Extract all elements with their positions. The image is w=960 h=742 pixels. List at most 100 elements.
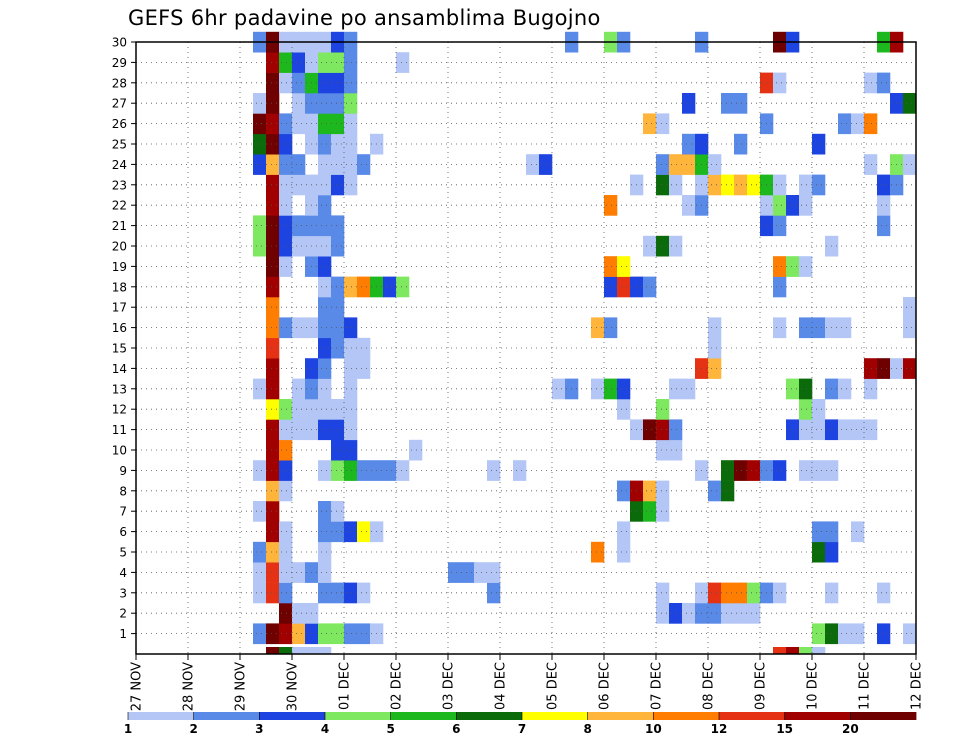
heatmap-cell (604, 195, 618, 216)
heatmap-cell (812, 623, 826, 645)
heatmap-cell (773, 174, 787, 196)
heatmap-cell (266, 541, 280, 563)
heatmap-cell (786, 195, 800, 216)
heatmap-cell (656, 419, 670, 441)
heatmap-cell (487, 562, 501, 583)
heatmap-cell (266, 358, 280, 379)
heatmap-cell (253, 154, 267, 175)
heatmap-cell (279, 215, 293, 237)
heatmap-cell (292, 72, 306, 94)
x-tick-label: 27 NOV (130, 662, 145, 711)
heatmap-cell (344, 378, 358, 400)
colorbar-segment (128, 712, 195, 720)
heatmap-cell (266, 297, 280, 318)
heatmap-cell (851, 419, 865, 441)
heatmap-cell (318, 582, 332, 604)
heatmap-cell (474, 562, 488, 583)
heatmap-cell (318, 297, 332, 318)
y-tick-label: 29 (112, 56, 127, 70)
heatmap-cell (344, 521, 358, 543)
heatmap-cell (604, 276, 618, 298)
heatmap-cell (318, 195, 332, 216)
heatmap-cell (838, 378, 852, 400)
y-tick-label: 3 (119, 586, 127, 600)
heatmap-cell (279, 480, 293, 502)
heatmap-cell (487, 460, 501, 481)
heatmap-cell (864, 358, 878, 379)
heatmap-cell (344, 419, 358, 441)
heatmap-cell (279, 439, 293, 461)
heatmap-cell (318, 358, 332, 379)
heatmap-cell (877, 623, 891, 645)
heatmap-cell (305, 647, 319, 655)
heatmap-cell (682, 603, 696, 624)
x-tick-label: 05 DEC (546, 662, 561, 710)
heatmap-cell (266, 174, 280, 196)
heatmap-cell (331, 521, 345, 543)
y-tick-label: 28 (112, 76, 127, 90)
heatmap-cell (318, 419, 332, 441)
colorbar-label: 7 (518, 722, 526, 736)
x-axis-ticks: 27 NOV 28 NOV 29 NOV 30 NOV 01 DEC 02 DEC 03 D… (130, 654, 925, 711)
heatmap-cell (292, 174, 306, 196)
heatmap-cell (344, 154, 358, 175)
heatmap-cell (318, 93, 332, 114)
heatmap-cell (708, 582, 722, 604)
heatmap-cell (331, 419, 345, 441)
heatmap-cell (721, 174, 735, 196)
heatmap-cell (331, 113, 345, 135)
heatmap-cell (617, 276, 631, 298)
colorbar-label: 1 (124, 722, 132, 736)
y-tick-label: 6 (119, 525, 127, 539)
heatmap-cell (292, 113, 306, 135)
heatmap-cell (799, 399, 813, 420)
heatmap-cell (721, 582, 735, 604)
heatmap-cell (903, 93, 917, 114)
heatmap-cell (786, 256, 800, 277)
heatmap-cell (708, 480, 722, 502)
heatmap-cell (734, 582, 748, 604)
heatmap-cell (812, 399, 826, 420)
heatmap-cell (266, 460, 280, 481)
heatmap-cell (318, 562, 332, 583)
heatmap-cell (643, 276, 657, 298)
heatmap-cell (331, 72, 345, 94)
y-tick-label: 2 (119, 607, 127, 621)
heatmap-cell (292, 215, 306, 237)
x-tick-label: 10 DEC (806, 662, 821, 710)
heatmap-cell (396, 52, 410, 73)
heatmap-cell (318, 647, 332, 655)
colorbar-label: 8 (583, 722, 591, 736)
heatmap-cell (903, 297, 917, 318)
colorbar-segment (653, 712, 720, 720)
y-tick-label: 24 (112, 158, 127, 172)
heatmap-cell (773, 215, 787, 237)
heatmap-cell (734, 93, 748, 114)
heatmap-cell (799, 256, 813, 277)
heatmap-cell (279, 541, 293, 563)
heatmap-cell (266, 113, 280, 135)
heatmap-cell (318, 276, 332, 298)
heatmap-cell (734, 603, 748, 624)
heatmap-cell (292, 647, 306, 655)
heatmap-cell (877, 358, 891, 379)
heatmap-cell (773, 582, 787, 604)
heatmap-cell (461, 562, 475, 583)
heatmap-cell (331, 154, 345, 175)
heatmap-cell (344, 317, 358, 339)
heatmap-cell (279, 113, 293, 135)
heatmap-cell (253, 93, 267, 114)
heatmap-cell (318, 52, 332, 73)
heatmap-cell (266, 378, 280, 400)
heatmap-cell (292, 93, 306, 114)
heatmap-cell (279, 195, 293, 216)
heatmap-cell (266, 72, 280, 94)
heatmap-cell (266, 317, 280, 339)
heatmap-cell (864, 113, 878, 135)
heatmap-cell (279, 72, 293, 94)
heatmap-cell (266, 521, 280, 543)
heatmap-cell (708, 337, 722, 359)
heatmap-cell (617, 378, 631, 400)
heatmap-cell (383, 276, 397, 298)
heatmap-cell (877, 215, 891, 237)
